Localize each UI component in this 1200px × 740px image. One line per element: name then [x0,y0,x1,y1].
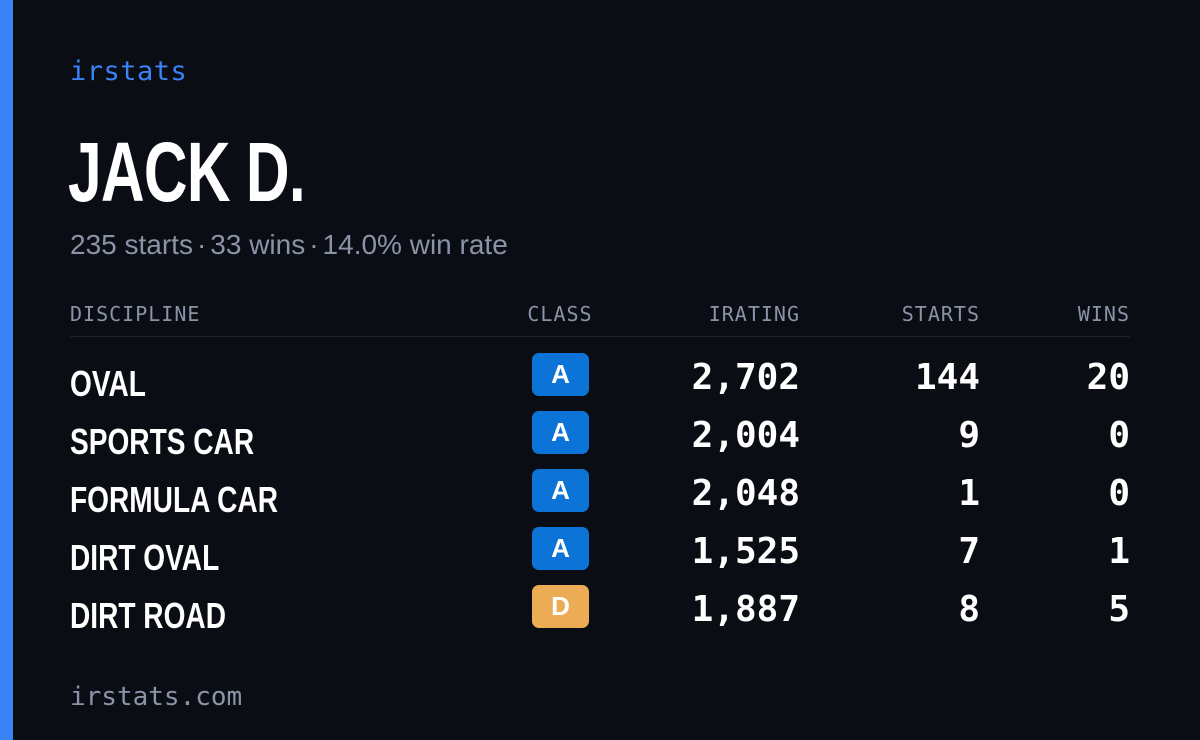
irating-value: 2,004 [691,415,800,456]
win-rate: 14.0% win rate [322,229,508,260]
wins-value: 1 [1108,531,1130,572]
class-badge: A [532,353,589,396]
header-starts: STARTS [901,302,980,326]
separator: · [309,229,319,260]
class-badge: A [532,411,589,454]
table-row: DIRT OVAL A 1,525 7 1 [70,527,1130,585]
wins-count: 33 wins [210,229,306,260]
discipline-name: SPORTS CAR [70,421,255,462]
wins-value: 5 [1108,589,1130,630]
discipline-name: DIRT ROAD [70,595,226,636]
starts-count: 235 starts [70,229,193,260]
separator: · [196,229,207,260]
table-body: OVAL A 2,702 144 20 SPORTS CAR A 2,004 9… [70,353,1130,643]
wins-value: 0 [1108,415,1130,456]
accent-bar [0,0,13,740]
class-badge: A [532,469,589,512]
brand-logo: irstats [70,56,188,87]
class-badge: A [532,527,589,570]
footer-url: irstats.com [70,682,243,712]
starts-value: 144 [914,357,980,398]
table-row: FORMULA CAR A 2,048 1 0 [70,469,1130,527]
wins-value: 0 [1108,473,1130,514]
player-name: JACK D. [68,125,306,219]
header-wins: WINS [1077,302,1130,326]
irating-value: 2,048 [691,473,800,514]
player-summary: 235 starts · 33 wins · 14.0% win rate [70,229,508,261]
table-row: SPORTS CAR A 2,004 9 0 [70,411,1130,469]
class-badge: D [532,585,589,628]
wins-value: 20 [1086,357,1130,398]
table-header: DISCIPLINE CLASS IRATING STARTS WINS [70,298,1130,337]
discipline-name: FORMULA CAR [70,479,278,520]
discipline-name: DIRT OVAL [70,537,220,578]
irating-value: 1,525 [691,531,800,572]
discipline-table: DISCIPLINE CLASS IRATING STARTS WINS OVA… [70,298,1130,636]
header-irating: IRATING [708,302,800,326]
irating-value: 2,702 [691,357,800,398]
header-class: CLASS [527,302,593,326]
starts-value: 1 [958,473,980,514]
table-row: OVAL A 2,702 144 20 [70,353,1130,411]
discipline-name: OVAL [70,363,146,404]
starts-value: 9 [958,415,980,456]
header-discipline: DISCIPLINE [70,302,201,326]
table-row: DIRT ROAD D 1,887 8 5 [70,585,1130,643]
starts-value: 7 [958,531,980,572]
irating-value: 1,887 [691,589,800,630]
starts-value: 8 [958,589,980,630]
